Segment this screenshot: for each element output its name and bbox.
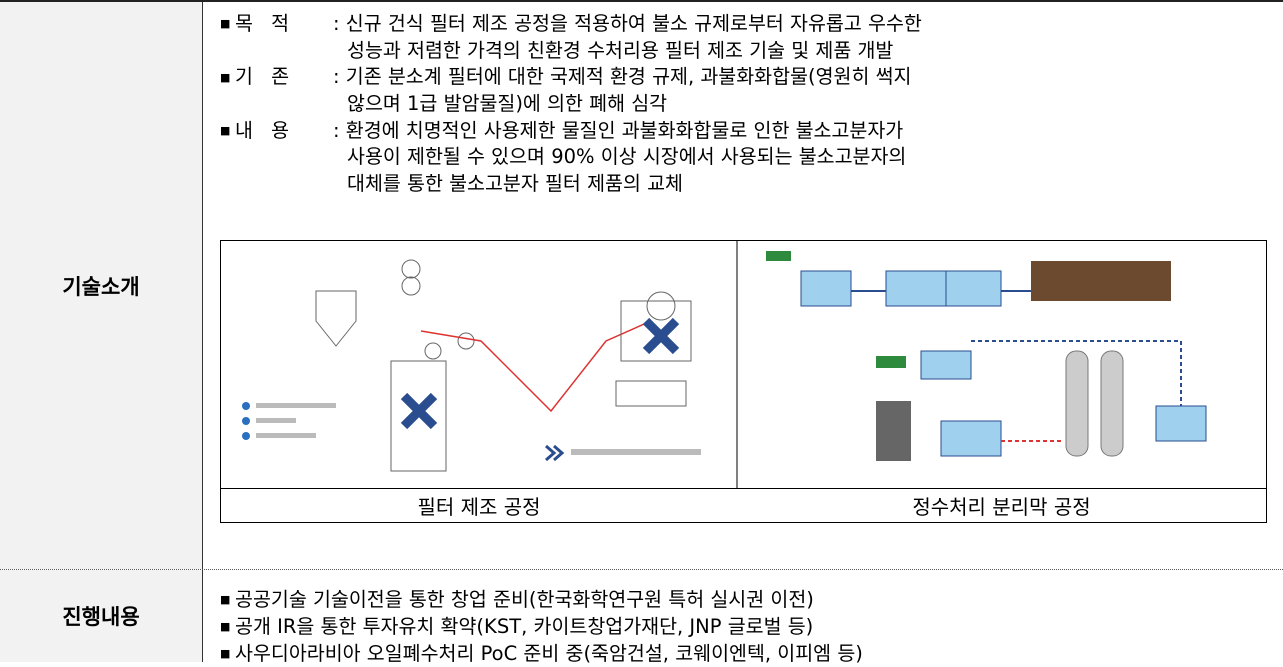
item-line: ■사우디아라비아 오일폐수처리 PoC 준비 중(죽암건설, 코웨이엔텍, 이피… [220, 641, 1283, 667]
item-line: ■공공기술 기술이전을 통한 창업 준비(한국화학연구원 특허 실시권 이전) [220, 587, 1283, 614]
figure-caption: 정수처리 분리막 공정 [737, 488, 1266, 522]
item-line: 성능과 저렴한 가격의 친환경 수처리용 필터 제조 기술 및 제품 개발 [220, 38, 1283, 65]
row-label: 기술소개 [0, 2, 203, 569]
bullet-item: ■사우디아라비아 오일폐수처리 PoC 준비 중(죽암건설, 코웨이엔텍, 이피… [220, 641, 1283, 667]
row-content: ■공공기술 기술이전을 통한 창업 준비(한국화학연구원 특허 실시권 이전)■… [220, 587, 1283, 667]
item-text: 공개 IR을 통한 투자유치 확약(KST, 카이트창업가재단, JNP 글로벌… [235, 615, 813, 638]
item-line: 대체를 통한 불소고분자 필터 제품의 교체 [220, 171, 1283, 198]
bullet: ■ [220, 11, 235, 38]
item-line: ■내 용: 환경에 치명적인 사용제한 물질인 과불화화합물로 인한 불소고분자… [220, 118, 1283, 145]
colon: : [333, 65, 346, 88]
item-text: 신규 건식 필터 제조 공정을 적용하여 불소 규제로부터 자유롭고 우수한 [346, 12, 922, 35]
item-line: ■공개 IR을 통한 투자유치 확약(KST, 카이트창업가재단, JNP 글로… [220, 614, 1283, 641]
item-text: 기존 분소계 필터에 대한 국제적 환경 규제, 과불화화합물(영원히 썩지 [346, 65, 912, 88]
bullet: ■ [220, 614, 235, 641]
bullet-item: ■기 존: 기존 분소계 필터에 대한 국제적 환경 규제, 과불화화합물(영원… [220, 64, 1283, 117]
colon: : [333, 12, 346, 35]
item-text: 대체를 통한 불소고분자 필터 제품의 교체 [347, 172, 683, 195]
water-diagram [766, 251, 1206, 461]
item-line: 사용이 제한될 수 있으며 90% 이상 시장에서 사용되는 불소고분자의 [220, 144, 1283, 171]
item-text: 사우디아라비아 오일폐수처리 PoC 준비 중(죽암건설, 코웨이엔텍, 이피엠… [235, 642, 863, 665]
item-text: 성능과 저렴한 가격의 친환경 수처리용 필터 제조 기술 및 제품 개발 [347, 39, 893, 62]
item-key: 기 존 [235, 64, 333, 91]
bullet-item: ■목 적: 신규 건식 필터 제조 공정을 적용하여 불소 규제로부터 자유롭고… [220, 11, 1283, 64]
item-line: 않으며 1급 발암물질)에 의한 폐해 심각 [220, 91, 1283, 118]
item-line: ■기 존: 기존 분소계 필터에 대한 국제적 환경 규제, 과불화화합물(영원… [220, 64, 1283, 91]
bullet-item: ■내 용: 환경에 치명적인 사용제한 물질인 과불화화합물로 인한 불소고분자… [220, 118, 1283, 198]
bullet: ■ [220, 118, 235, 145]
figure-caption: 필터 제조 공정 [221, 488, 737, 522]
diagrams [221, 241, 1266, 488]
bullet-item: ■공공기술 기술이전을 통한 창업 준비(한국화학연구원 특허 실시권 이전) [220, 587, 1283, 614]
bullet: ■ [220, 641, 235, 667]
figures: 필터 제조 공정 정수처리 분리막 공정 [220, 240, 1267, 523]
item-text: 않으며 1급 발암물질)에 의한 폐해 심각 [347, 92, 667, 115]
item-line: ■목 적: 신규 건식 필터 제조 공정을 적용하여 불소 규제로부터 자유롭고… [220, 11, 1283, 38]
item-text: 환경에 치명적인 사용제한 물질인 과불화화합물로 인한 불소고분자가 [346, 119, 903, 142]
bullet: ■ [220, 65, 235, 92]
item-text: 공공기술 기술이전을 통한 창업 준비(한국화학연구원 특허 실시권 이전) [235, 588, 814, 611]
bullet-item: ■공개 IR을 통한 투자유치 확약(KST, 카이트창업가재단, JNP 글로… [220, 614, 1283, 641]
item-text: 사용이 제한될 수 있으며 90% 이상 시장에서 사용되는 불소고분자의 [347, 145, 906, 168]
colon: : [333, 119, 346, 142]
filter-diagram [242, 260, 701, 471]
row-content: ■목 적: 신규 건식 필터 제조 공정을 적용하여 불소 규제로부터 자유롭고… [220, 11, 1283, 197]
item-key: 목 적 [235, 11, 333, 38]
bullet: ■ [220, 587, 235, 614]
item-key: 내 용 [235, 118, 333, 145]
row-label: 진행내용 [0, 570, 203, 662]
